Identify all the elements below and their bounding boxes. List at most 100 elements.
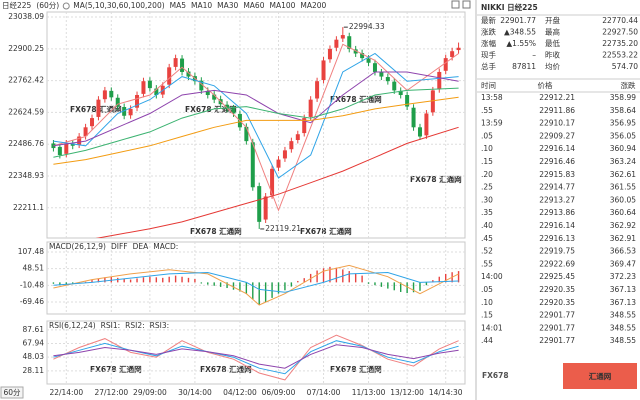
legend-entry: RSI2:	[125, 321, 144, 330]
quote-label: 涨幅	[481, 38, 496, 48]
candle-body	[212, 94, 217, 100]
series-line	[53, 264, 459, 306]
logo-box	[563, 363, 637, 389]
legend-entry: DEA	[133, 242, 150, 251]
quote-value: 87811	[512, 62, 536, 71]
candle-body	[315, 81, 320, 99]
candle-body	[83, 127, 88, 137]
symbol: 日经225	[2, 0, 32, 10]
trade-cell: 360.94	[610, 144, 636, 153]
x-tick-label: 27/12:00	[94, 388, 128, 397]
x-tick-label: 30/14:00	[178, 388, 212, 397]
candle-body	[295, 134, 300, 140]
trade-cell: .25	[481, 183, 493, 192]
candle-body	[135, 95, 140, 108]
trade-cell: 358.64	[610, 106, 636, 115]
quote-label: 最高	[545, 27, 560, 37]
candle-body	[167, 67, 172, 85]
candle-body	[173, 58, 178, 67]
trade-cell: 362.91	[610, 234, 636, 243]
candle-body	[366, 58, 371, 63]
quote-label: 开盘	[545, 15, 560, 25]
plot	[51, 27, 461, 238]
trade-cell: 13:58	[481, 93, 503, 102]
quote-title: NIKKI 日经225	[481, 2, 538, 12]
trade-cell: .40	[481, 221, 493, 230]
trade-cell: 367.13	[610, 285, 636, 294]
panel-frame	[46, 241, 466, 315]
legend-entry: MA10	[191, 1, 212, 10]
series-line	[95, 126, 459, 238]
candle-body	[115, 97, 120, 107]
candle-body	[392, 81, 397, 91]
quote-label: 涨跌	[481, 27, 496, 37]
candle-body	[282, 150, 287, 159]
trade-cell: 22901.77	[539, 336, 575, 345]
candle-body	[109, 90, 114, 98]
candle-body	[244, 126, 249, 142]
candle-body	[64, 143, 69, 154]
trade-cell: 22920.35	[539, 298, 575, 307]
trade-cell: 22922.69	[539, 259, 575, 268]
trade-cell: 22913.27	[539, 195, 575, 204]
trade-cell: 363.24	[610, 157, 636, 166]
y-tick-label: 107.48	[18, 247, 44, 256]
trade-cell: 348.55	[610, 311, 636, 320]
series-line	[53, 43, 459, 212]
annotation: 22119.21	[265, 224, 301, 233]
trade-cell: 13:59	[481, 119, 503, 128]
trade-cell: 358.99	[610, 93, 636, 102]
watermark: FX678 汇通网	[70, 104, 122, 114]
trade-cell: 22916.14	[539, 144, 575, 153]
candle-body	[90, 118, 95, 127]
trade-cell: 348.55	[610, 336, 636, 345]
trade-cell: 372.23	[610, 272, 636, 281]
x-tick-label: 22/14:00	[49, 388, 83, 397]
y-tick-label: 48.51	[23, 264, 45, 273]
trade-cell: 22915.83	[539, 170, 575, 179]
trade-cell: 22901.77	[539, 311, 575, 320]
trade-cell: .52	[481, 247, 493, 256]
candle-body	[57, 146, 62, 155]
trade-cell: 14:00	[481, 272, 503, 281]
trade-cell: 367.13	[610, 298, 636, 307]
candle-body	[424, 113, 429, 136]
quote-label: 昨收	[545, 50, 560, 60]
legend-entry: MA100	[269, 1, 295, 10]
y-tick-label: 87.61	[23, 325, 45, 334]
candle-body	[289, 141, 294, 150]
trade-cell: .30	[481, 195, 493, 204]
trade-cell: 356.95	[610, 119, 636, 128]
trade-cell: .15	[481, 157, 493, 166]
trade-cell: 22916.46	[539, 157, 575, 166]
quote-value: 22553.22	[602, 51, 638, 60]
trade-cell: 22913.86	[539, 208, 575, 217]
table-header: 时间	[481, 80, 496, 90]
tool-icon[interactable]	[462, 0, 471, 9]
candle-body	[327, 48, 332, 60]
legend-entry: MA30	[217, 1, 238, 10]
candle-body	[77, 136, 82, 145]
series-line	[53, 52, 459, 179]
candle-body	[270, 168, 275, 196]
period-button[interactable]	[0, 386, 24, 399]
quote-value: 22735.20	[602, 39, 638, 48]
trade-cell: 362.61	[610, 170, 636, 179]
watermark: FX678 汇通网	[330, 364, 382, 374]
candle-body	[417, 127, 422, 137]
candle-body	[302, 118, 307, 134]
candle-body	[443, 58, 448, 71]
legend-entry: MA5	[170, 1, 187, 10]
plot	[53, 334, 459, 381]
candle-body	[398, 90, 403, 96]
logo: FX678	[482, 371, 509, 380]
tool-icon[interactable]	[451, 0, 460, 9]
trade-cell: 22909.27	[539, 131, 575, 140]
x-tick-label: 29/09:00	[133, 388, 167, 397]
trade-cell: 22911.86	[539, 106, 575, 115]
candle-body	[379, 72, 384, 77]
quote-value: ▲1.55%	[506, 39, 536, 48]
trade-cell: 369.47	[610, 259, 636, 268]
candle-body	[411, 107, 416, 128]
